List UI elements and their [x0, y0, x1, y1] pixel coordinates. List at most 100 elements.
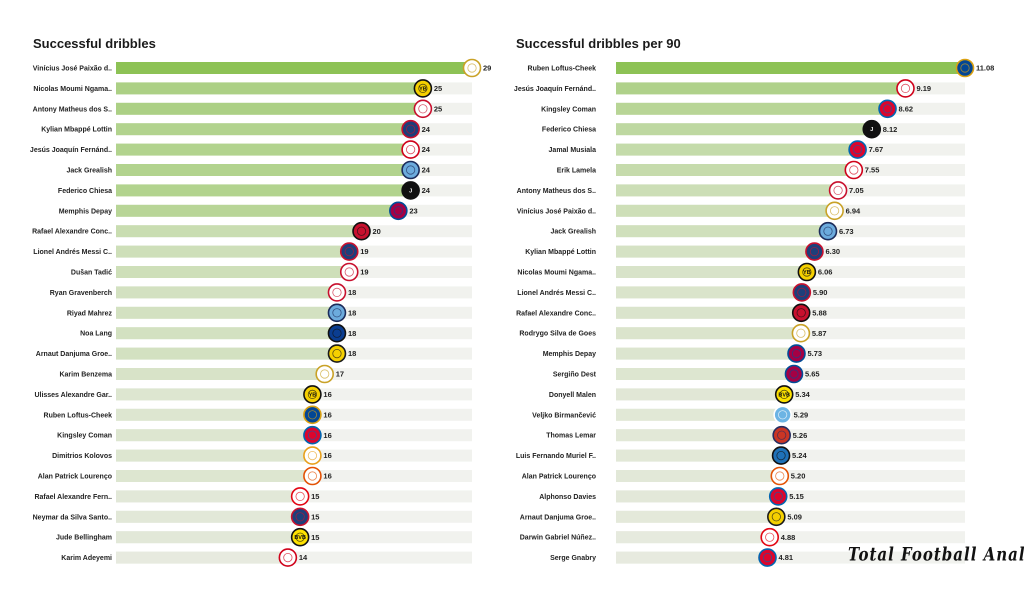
club-badge-icon: [805, 242, 824, 261]
value-label: 7.67: [869, 145, 884, 154]
category-label: Jack Grealish: [66, 168, 112, 175]
value-label: 5.26: [793, 431, 808, 440]
category-label: Ruben Loftus-Cheek: [528, 66, 597, 73]
category-label: Riyad Mahrez: [67, 310, 113, 317]
bar: [616, 143, 858, 156]
bar: [116, 490, 301, 503]
value-label: 5.09: [787, 512, 802, 521]
bar: [116, 266, 350, 278]
club-badge-icon: BVB: [774, 385, 794, 404]
value-label: 20: [373, 227, 381, 236]
category-label: Nicolas Moumi Ngama..: [33, 86, 112, 93]
bar: [616, 327, 801, 340]
svg-text:BVB: BVB: [294, 535, 306, 541]
club-badge-icon: [315, 364, 334, 384]
club-badge-icon: [768, 487, 788, 506]
bar: [616, 408, 783, 421]
value-label: 5.15: [789, 492, 804, 501]
value-label: 29: [483, 64, 491, 73]
club-badge-icon: [771, 446, 791, 465]
category-label: Alan Patrick Lourenço: [38, 474, 112, 481]
bar: [616, 347, 797, 360]
bar: [116, 347, 337, 360]
category-label: Arnaut Danjuma Groe..: [520, 514, 596, 521]
value-label: 16: [323, 410, 331, 419]
club-badge-icon: [303, 405, 322, 425]
value-label: 5.73: [807, 349, 822, 358]
club-badge-icon: [278, 548, 298, 567]
svg-text:YB: YB: [309, 392, 317, 398]
club-badge-icon: [878, 99, 897, 119]
value-label: 9.19: [916, 84, 931, 93]
brand-logo: Total Football Analysis: [848, 543, 1024, 566]
svg-text:BVB: BVB: [778, 392, 790, 398]
club-badge-icon: [327, 323, 347, 343]
dribbles-bar-chart: Vinícius José Paixão d.. 29 Nicolas Moumi …: [30, 58, 491, 567]
svg-text:J: J: [409, 188, 412, 194]
value-label: 19: [360, 247, 368, 256]
bar: [116, 429, 313, 442]
category-label: Dimitrios Kolovos: [52, 453, 112, 460]
club-badge-icon: [401, 140, 420, 159]
club-badge-icon: [758, 548, 777, 567]
value-label: 16: [323, 431, 331, 440]
bar: [616, 551, 768, 564]
bar: [616, 449, 782, 462]
bar: [616, 368, 794, 380]
bar: [116, 245, 350, 258]
value-label: 4.81: [779, 553, 794, 562]
value-label: 5.88: [812, 308, 827, 317]
category-label: Vinícius José Paixão d..: [33, 66, 112, 73]
category-label: Thomas Lemar: [546, 433, 596, 440]
category-label: Antony Matheus dos S..: [33, 106, 112, 113]
value-label: 6.73: [839, 227, 854, 236]
value-label: 6.06: [818, 268, 833, 277]
value-label: 18: [348, 329, 356, 338]
club-badge-icon: [389, 201, 408, 221]
value-label: 25: [434, 84, 442, 93]
bar: [616, 225, 828, 238]
bar: [116, 306, 337, 319]
club-badge-icon: [770, 466, 790, 486]
value-label: 4.88: [781, 533, 796, 542]
value-label: 11.08: [976, 64, 994, 73]
category-label: Dušan Tadić: [71, 270, 112, 277]
bar: [616, 306, 802, 319]
value-label: 8.62: [899, 104, 914, 113]
category-label: Vinícius José Paixão d..: [517, 208, 596, 215]
club-badge-icon: [290, 507, 310, 527]
club-badge-icon: [787, 344, 806, 363]
bar: [616, 164, 854, 176]
club-badge-icon: [327, 303, 347, 323]
value-label: 5.90: [813, 288, 828, 297]
chart-title: Successful dribbles: [33, 36, 156, 51]
value-label: 24: [422, 125, 431, 134]
club-badge-icon: [462, 58, 482, 78]
category-label: Nicolas Moumi Ngama..: [517, 270, 596, 277]
category-label: Federico Chiesa: [58, 188, 112, 195]
bar: [116, 449, 313, 462]
category-label: Karim Adeyemi: [61, 555, 112, 562]
bar: [116, 551, 288, 564]
value-label: 15: [311, 512, 319, 521]
value-label: 19: [360, 268, 368, 277]
category-label: Federico Chiesa: [542, 127, 596, 134]
club-badge-icon: J: [862, 119, 882, 139]
club-badge-icon: [848, 140, 867, 159]
bar: [616, 245, 815, 258]
bar: [116, 388, 313, 401]
bar: [116, 286, 337, 299]
club-badge-icon: [327, 344, 347, 363]
category-label: Neymar da Silva Santo..: [33, 514, 112, 521]
club-badge-icon: [792, 283, 812, 302]
svg-text:YB: YB: [419, 86, 427, 92]
category-label: Ulisses Alexandre Gar..: [34, 392, 112, 399]
category-label: Lionel Andrés Messi C..: [517, 290, 596, 297]
club-badge-icon: [352, 221, 371, 241]
bar: [116, 62, 472, 74]
category-label: Memphis Depay: [543, 351, 596, 358]
value-label: 7.05: [849, 186, 864, 195]
value-label: 18: [348, 308, 356, 317]
bar: [116, 225, 362, 238]
category-label: Alphonso Davies: [539, 494, 596, 501]
